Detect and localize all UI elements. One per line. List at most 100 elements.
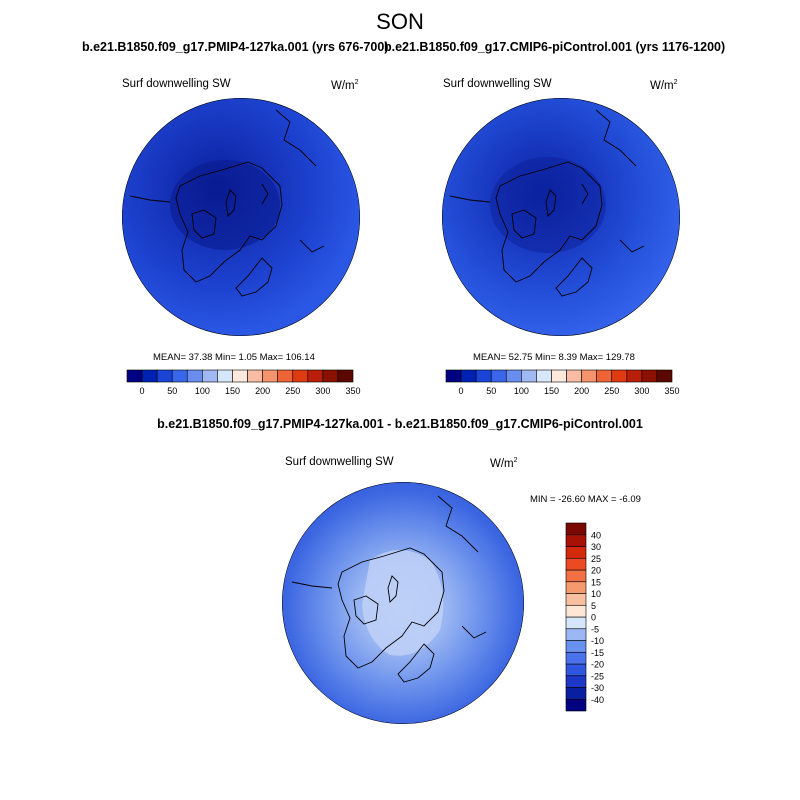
panel-title-pmip4: b.e21.B1850.f09_g17.PMIP4-127ka.001 (yrs… — [82, 40, 389, 54]
colorbar-difference-swatch — [565, 616, 587, 630]
colorbar-picontrol-swatch — [505, 369, 522, 383]
colorbar-difference-tick-label: -5 — [591, 624, 599, 634]
colorbar-pmip4-swatch — [292, 369, 309, 383]
colorbar-difference-swatch — [565, 604, 587, 618]
colorbar-pmip4-swatch — [262, 369, 278, 383]
colorbar-pmip4-tick-label: 150 — [225, 386, 240, 396]
colorbar-difference-swatch — [565, 628, 587, 641]
colorbar-picontrol-tick-label: 300 — [634, 386, 649, 396]
colorbar-difference-swatch — [565, 557, 587, 571]
variable-label-difference: Surf downwelling SW — [285, 456, 394, 468]
variable-label-pmip4: Surf downwelling SW — [122, 78, 231, 90]
colorbar-picontrol-swatch — [626, 369, 643, 383]
colorbar-pmip4-tick-label: 0 — [140, 386, 145, 396]
colorbar-difference-swatch — [565, 663, 587, 677]
colorbar-difference-tick-label: 30 — [591, 542, 601, 552]
map-pmip4 — [122, 98, 360, 336]
colorbar-difference-tick-label: -30 — [591, 683, 604, 693]
colorbar-picontrol-swatch — [536, 369, 552, 383]
colorbar-pmip4-tick-label: 250 — [285, 386, 300, 396]
colorbar-difference-tick-label: 0 — [591, 613, 596, 623]
colorbar-pmip4-tick-label: 50 — [167, 386, 177, 396]
colorbar-difference-tick-label: 5 — [591, 601, 596, 611]
coastlines-difference — [291, 495, 487, 683]
map-field-picontrol — [442, 98, 680, 336]
difference-title: b.e21.B1850.f09_g17.PMIP4-127ka.001 - b.… — [157, 417, 643, 431]
colorbar-pmip4-tick-label: 350 — [345, 386, 360, 396]
colorbar-pmip4-swatch — [171, 369, 188, 383]
colorbar-picontrol-swatch — [521, 369, 537, 383]
map-picontrol — [442, 98, 680, 336]
colorbar-pmip4-swatch — [337, 369, 354, 383]
colorbar-pmip4-swatch — [232, 369, 248, 383]
units-label-picontrol: W/m2 — [650, 79, 678, 92]
colorbar-picontrol-swatch — [656, 369, 673, 383]
colorbar-pmip4-swatch — [277, 369, 294, 383]
stats-picontrol: MEAN= 52.75 Min= 8.39 Max= 129.78 — [473, 352, 635, 363]
colorbar-picontrol-swatch — [611, 369, 628, 383]
colorbar-picontrol-tick-label: 0 — [459, 386, 464, 396]
colorbar-pmip4-tick-label: 100 — [195, 386, 210, 396]
colorbar-difference-tick-label: 10 — [591, 589, 601, 599]
colorbar-difference-swatch — [565, 593, 587, 606]
colorbar-difference-swatch — [565, 687, 587, 700]
stats-pmip4: MEAN= 37.38 Min= 1.05 Max= 106.14 — [153, 352, 315, 363]
coastlines-pmip4 — [129, 109, 325, 297]
panel-title-picontrol: b.e21.B1850.f09_g17.CMIP6-piControl.001 … — [384, 40, 726, 54]
colorbar-difference-swatch — [565, 534, 587, 547]
colorbar-pmip4-swatch — [322, 369, 339, 383]
colorbar-difference-swatch — [565, 522, 587, 536]
colorbar-picontrol-swatch — [460, 369, 477, 383]
colorbar-picontrol-swatch — [445, 369, 462, 383]
colorbar-picontrol-swatch — [490, 369, 507, 383]
colorbar-difference-swatch — [565, 651, 587, 665]
colorbar-pmip4-swatch — [186, 369, 203, 383]
colorbar-pmip4-swatch — [217, 369, 233, 383]
figure-title: SON — [376, 9, 424, 34]
colorbar-difference-swatch — [565, 569, 587, 583]
stats-difference: MIN = -26.60 MAX = -6.09 — [530, 494, 641, 505]
colorbar-pmip4-swatch — [141, 369, 158, 383]
colorbar-difference-swatch — [565, 546, 587, 559]
colorbar-picontrol-tick-label: 200 — [574, 386, 589, 396]
colorbar-difference-tick-label: 40 — [591, 530, 601, 540]
colorbar-difference-tick-label: -20 — [591, 660, 604, 670]
units-label-difference: W/m2 — [490, 457, 518, 470]
colorbar-pmip4-swatch — [247, 369, 263, 383]
colorbar-picontrol-tick-label: 250 — [604, 386, 619, 396]
colorbar-difference-tick-label: -25 — [591, 671, 604, 681]
colorbar-difference-tick-label: 20 — [591, 566, 601, 576]
colorbar-difference-tick-label: 25 — [591, 554, 601, 564]
colorbar-difference-tick-label: 15 — [591, 577, 601, 587]
colorbar-pmip4-swatch — [156, 369, 173, 383]
colorbar-picontrol-tick-label: 350 — [664, 386, 679, 396]
colorbar-difference-tick-label: -10 — [591, 636, 604, 646]
map-minimum-region-pmip4 — [170, 160, 280, 250]
variable-label-picontrol: Surf downwelling SW — [443, 78, 552, 90]
colorbar-pmip4-swatch — [202, 369, 218, 383]
colorbar-pmip4-swatch — [126, 369, 143, 383]
colorbar-difference-swatch — [565, 640, 587, 653]
coastlines-picontrol — [449, 109, 645, 297]
colorbar-difference-swatch — [565, 698, 587, 712]
colorbar-picontrol-tick-label: 100 — [514, 386, 529, 396]
colorbar-picontrol-swatch — [581, 369, 597, 383]
colorbar-pmip4-tick-label: 200 — [255, 386, 270, 396]
colorbar-picontrol-tick-label: 150 — [544, 386, 559, 396]
colorbar-picontrol-swatch — [475, 369, 492, 383]
colorbar-picontrol: 0 50 100 150 200 250 300 350 — [445, 369, 680, 396]
colorbar-pmip4-tick-label: 300 — [315, 386, 330, 396]
map-minimum-region-picontrol — [490, 157, 606, 253]
colorbar-pmip4-swatch — [307, 369, 324, 383]
colorbar-picontrol-swatch — [641, 369, 658, 383]
units-label-pmip4: W/m2 — [331, 79, 359, 92]
map-difference — [282, 482, 524, 724]
map-weak-anomaly-region — [362, 550, 444, 656]
colorbar-picontrol-swatch — [551, 369, 567, 383]
colorbar-picontrol-tick-label: 50 — [486, 386, 496, 396]
colorbar-difference-swatch — [565, 675, 587, 688]
colorbar-pmip4: 0 50 100 150 200 250 300 350 — [126, 369, 361, 396]
colorbar-picontrol-swatch — [566, 369, 582, 383]
